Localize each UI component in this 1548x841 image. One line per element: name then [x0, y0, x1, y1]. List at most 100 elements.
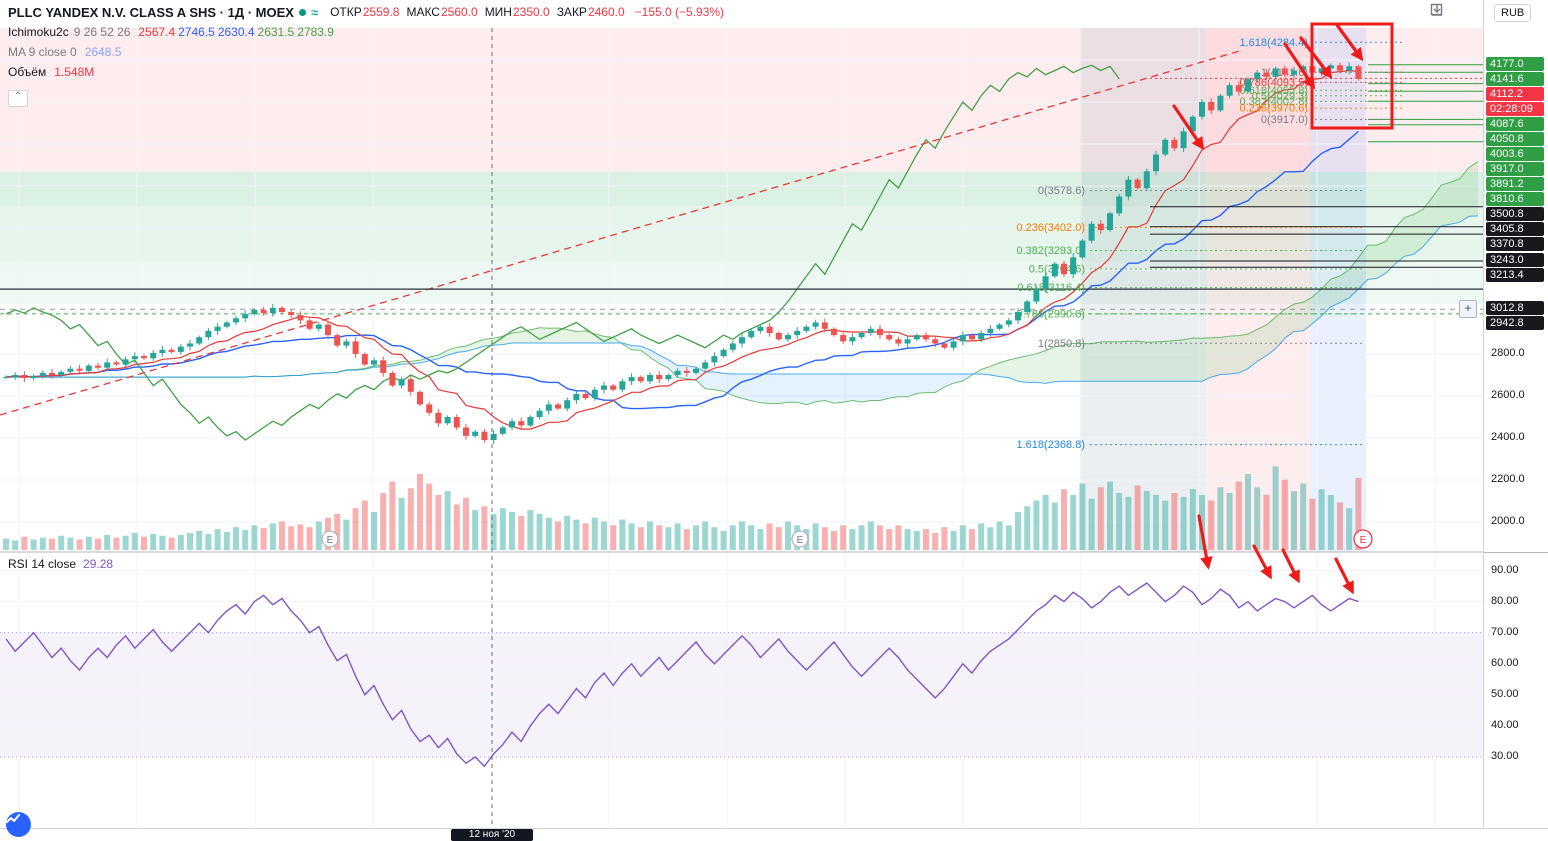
fib-label: 0.786(2990.8)	[1017, 308, 1086, 320]
ichimoku-values: 2567.4 2746.5 2630.4 2631.5 2783.9	[135, 25, 334, 39]
ichimoku-name: Ichimoku2c	[8, 25, 69, 39]
price-tag: 3213.4	[1486, 268, 1544, 282]
price-tag: 3405.8	[1486, 222, 1544, 236]
ichimoku-value: 2567.4	[138, 25, 176, 39]
annotation-arrow[interactable]	[1281, 548, 1300, 584]
symbol-title[interactable]: PLLC YANDEX N.V. CLASS A SHS · 1Д · MOEX	[8, 4, 294, 20]
fib-label: 0.382(3293.0)	[1017, 245, 1086, 257]
ichimoku-cloud	[245, 161, 1478, 405]
ohlc-value: 2560.0	[440, 5, 478, 19]
market-status-dot	[298, 8, 306, 16]
annotation-arrow[interactable]	[1334, 557, 1354, 595]
earnings-marker[interactable]	[321, 530, 339, 548]
price-tick: 2800.0	[1491, 347, 1525, 359]
annotation-arrow[interactable]	[1197, 514, 1213, 570]
fib-label: 0.786(4093.5)	[1240, 77, 1309, 89]
fib-label: 0(3917.0)	[1261, 114, 1308, 126]
price-tag: 4050.8	[1486, 132, 1544, 146]
earnings-marker[interactable]	[791, 530, 809, 548]
ohlc-label: ЗАКР	[556, 5, 587, 19]
ichimoku-value: 2631.5	[257, 25, 295, 39]
collapse-pane-button[interactable]: ⌃	[8, 90, 28, 107]
price-tag: 3370.8	[1486, 237, 1544, 251]
volume-bars	[3, 466, 1362, 551]
ma-row[interactable]: MA 9 close 0 2648.5	[8, 42, 724, 62]
currency-button[interactable]: RUB	[1494, 4, 1532, 22]
rsi-tick: 60.00	[1491, 657, 1519, 669]
ichimoku-params: 9 26 52 26	[73, 25, 131, 39]
price-tag: 4003.6	[1486, 147, 1544, 161]
ohlc-values: ОТКР2559.8 МАКС2560.0 МИН2350.0 ЗАКР2460.0	[323, 5, 625, 19]
fib-label: 0.618(4055.8)	[1240, 85, 1309, 97]
price-tag: 3810.6	[1486, 192, 1544, 206]
volume-value: 1.548M	[54, 65, 95, 79]
tradingview-logo[interactable]	[6, 812, 31, 837]
fib-label: 0.236(3402.0)	[1017, 222, 1086, 234]
tenkan-line	[5, 69, 1359, 430]
symbol-row: PLLC YANDEX N.V. CLASS A SHS · 1Д · MOEX…	[8, 2, 724, 22]
annotation-arrow[interactable]	[1299, 36, 1333, 80]
ichimoku-row[interactable]: Ichimoku2c 9 26 52 26 2567.4 2746.5 2630.4…	[8, 22, 724, 42]
rsi-tick: 90.00	[1491, 564, 1519, 576]
ma-name: MA 9 close 0	[8, 45, 77, 59]
fib-label: 0.618(3116.4)	[1017, 282, 1085, 294]
ohlc-value: 2559.8	[362, 5, 400, 19]
ohlc-value: 2350.0	[512, 5, 550, 19]
price-axis[interactable]: 4177.0 4141.6 4112.2 02:28:09 4087.6 4050.8 40…	[1483, 0, 1548, 841]
ohlc-label: МИН	[484, 5, 512, 19]
price-tag: 4087.6	[1486, 117, 1544, 131]
rsi-tick: 80.00	[1491, 595, 1519, 607]
fib-label: 0.5(4029.3)	[1252, 90, 1308, 102]
price-tag: 2942.8	[1486, 316, 1544, 330]
rsi-line	[5, 582, 1359, 768]
ohlc-label: МАКС	[406, 5, 440, 19]
earnings-marker[interactable]	[1353, 529, 1373, 549]
rsi-name: RSI 14 close	[8, 557, 77, 571]
ohlc-label: ОТКР	[330, 5, 362, 19]
volume-name: Объём	[8, 65, 47, 79]
annotation-arrow[interactable]	[1172, 104, 1205, 151]
senkou-b-line	[6, 215, 1479, 384]
fib-label: 0.382(4002.8)	[1240, 96, 1309, 108]
rsi-legend[interactable]: RSI 14 close 29.28	[8, 557, 113, 571]
ohlc-value: 2460.0	[587, 5, 625, 19]
price-tag: 4177.0	[1486, 57, 1544, 71]
price-tick: 2400.0	[1491, 431, 1525, 443]
maximize-icon[interactable]	[1430, 3, 1476, 21]
price-tick: 2600.0	[1491, 389, 1525, 401]
fib-label: 1.618(4284.4)	[1240, 37, 1309, 49]
price-tag: 3500.8	[1486, 207, 1544, 221]
price-tag: 3012.8	[1486, 301, 1544, 315]
earnings-marker-label: E	[327, 535, 334, 546]
earnings-marker-label: E	[1360, 535, 1367, 546]
volume-row[interactable]: Объём 1.548M	[8, 62, 724, 82]
rsi-tick: 30.00	[1491, 750, 1519, 762]
price-tag: 3917.0	[1486, 162, 1544, 176]
time-axis[interactable]	[0, 828, 1548, 841]
ichimoku-value: 2630.4	[217, 25, 255, 39]
ichimoku-value: 2746.5	[178, 25, 215, 39]
annotation-arrow[interactable]	[1335, 23, 1364, 62]
pane-controls	[1430, 3, 1476, 21]
price-tag: 3243.0	[1486, 253, 1544, 267]
price-tick: 2200.0	[1491, 473, 1525, 485]
add-alert-button[interactable]: +	[1459, 300, 1477, 318]
fib-label: 1.618(2368.8)	[1017, 439, 1086, 451]
price-tick: 2000.0	[1491, 515, 1525, 527]
candles	[3, 62, 1362, 444]
rsi-tick: 70.00	[1491, 626, 1519, 638]
annotation-arrow[interactable]	[1283, 42, 1316, 90]
chikou-line	[5, 64, 1120, 441]
legend: PLLC YANDEX N.V. CLASS A SHS · 1Д · MOEX…	[8, 2, 724, 82]
ichimoku-value: 2783.9	[297, 25, 334, 39]
annotation-arrow[interactable]	[1252, 544, 1272, 580]
ma-value: 2648.5	[84, 45, 122, 59]
price-tag: 4112.2	[1486, 87, 1544, 101]
crosshair-date-tag: 12 ноя '20	[451, 829, 533, 841]
rsi-tick: 50.00	[1491, 688, 1519, 700]
fib-label: 0.236(3970.6)	[1240, 103, 1309, 115]
rsi-tick: 40.00	[1491, 719, 1519, 731]
countdown-tag: 02:28:09	[1486, 102, 1544, 116]
